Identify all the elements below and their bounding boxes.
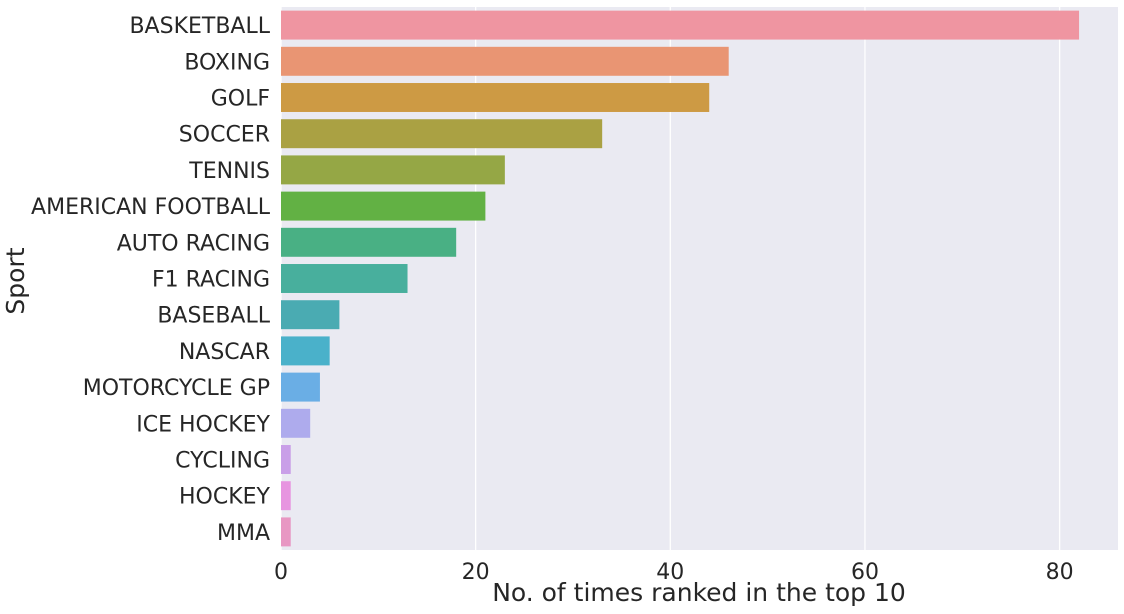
x-tick-label: 20 bbox=[462, 560, 490, 585]
y-tick-label: MMA bbox=[217, 521, 270, 546]
x-tick-labels: 0 20 40 60 80 bbox=[274, 560, 1074, 585]
y-tick-label: HOCKEY bbox=[179, 485, 271, 510]
bars bbox=[281, 10, 1080, 547]
bar-hockey bbox=[281, 481, 291, 511]
bar-cycling bbox=[281, 445, 291, 474]
bar-boxing bbox=[281, 46, 729, 76]
bar-american-football bbox=[281, 191, 486, 221]
bar-soccer bbox=[281, 119, 603, 149]
y-tick-label: BOXING bbox=[184, 50, 270, 75]
x-tick-label: 80 bbox=[1046, 560, 1074, 585]
y-tick-label: SOCCER bbox=[179, 123, 270, 148]
bar-f1-racing bbox=[281, 264, 408, 293]
bar-basketball bbox=[281, 10, 1080, 40]
x-axis-title: No. of times ranked in the top 10 bbox=[492, 578, 906, 607]
y-tick-label: BASEBALL bbox=[157, 304, 270, 329]
bar-golf bbox=[281, 83, 710, 112]
y-tick-label: CYCLING bbox=[175, 449, 270, 474]
bar-ice-hockey bbox=[281, 408, 311, 438]
y-tick-labels: BASKETBALL BOXING GOLF SOCCER TENNIS AMERICAN… bbox=[31, 14, 271, 546]
bar-tennis bbox=[281, 155, 505, 185]
y-axis-title: Sport bbox=[1, 247, 30, 314]
bar-baseball bbox=[281, 300, 340, 330]
y-tick-label: F1 RACING bbox=[152, 268, 270, 293]
y-tick-label: TENNIS bbox=[188, 159, 270, 184]
bar-mma bbox=[281, 517, 291, 547]
y-tick-label: NASCAR bbox=[179, 340, 270, 365]
bar-nascar bbox=[281, 336, 330, 366]
x-tick-label: 0 bbox=[274, 560, 288, 585]
y-tick-label: MOTORCYCLE GP bbox=[83, 376, 270, 401]
y-tick-label: ICE HOCKEY bbox=[136, 412, 270, 437]
bar-motorcycle-gp bbox=[281, 372, 320, 402]
y-tick-label: BASKETBALL bbox=[129, 14, 270, 39]
y-tick-label: AMERICAN FOOTBALL bbox=[31, 195, 271, 220]
y-tick-label: GOLF bbox=[211, 87, 270, 112]
bar-auto-racing bbox=[281, 227, 457, 257]
x-tick-label: 60 bbox=[851, 560, 879, 585]
x-tick-label: 40 bbox=[656, 560, 684, 585]
y-tick-label: AUTO RACING bbox=[117, 231, 270, 256]
